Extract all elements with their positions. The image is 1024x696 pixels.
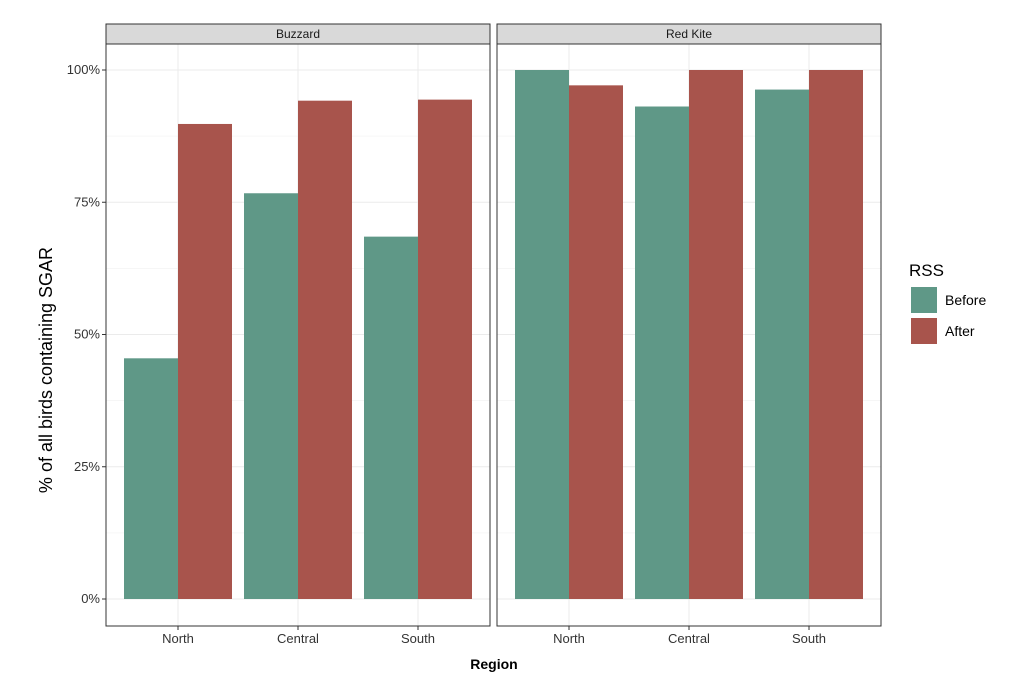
y-tick-label: 75% [74, 194, 100, 209]
y-tick-label: 25% [74, 459, 100, 474]
bar-before-south [364, 236, 418, 599]
facet-strip [105, 23, 491, 45]
x-axis-title: Region [470, 656, 517, 672]
facet-strip [496, 23, 882, 45]
legend: RSS Before After [909, 261, 986, 344]
bar-after-south [809, 70, 863, 599]
bar-before-central [244, 193, 298, 599]
bar-after-south [418, 99, 472, 600]
bar-after-north [569, 85, 623, 599]
x-tick-label: North [162, 631, 194, 646]
legend-swatch-after [911, 318, 937, 344]
x-tick-label: South [792, 631, 826, 646]
legend-swatch-before [911, 287, 937, 313]
legend-title: RSS [909, 261, 944, 280]
facet-panel-1: North Central South Red Kite [496, 23, 882, 646]
facet-strip-label: Red Kite [666, 27, 712, 41]
y-tick-label: 100% [67, 62, 101, 77]
bar-after-central [298, 100, 352, 599]
bar-before-south [755, 89, 809, 599]
bar-after-central [689, 70, 743, 599]
facet-panel-0: North Central South Buzzard [105, 23, 491, 646]
x-tick-label: North [553, 631, 585, 646]
y-tick-label: 50% [74, 327, 100, 342]
legend-label-before: Before [945, 292, 986, 308]
y-tick-label: 0% [81, 591, 100, 606]
bar-before-north [515, 70, 569, 599]
bar-after-north [178, 123, 232, 599]
bar-before-north [124, 358, 178, 599]
legend-label-after: After [945, 323, 975, 339]
x-tick-label: Central [668, 631, 710, 646]
x-tick-label: South [401, 631, 435, 646]
bar-before-central [635, 106, 689, 599]
y-axis-title: % of all birds containing SGAR [36, 247, 56, 493]
y-axis: 0% 25% 50% 75% 100% [67, 62, 106, 606]
facet-strip-label: Buzzard [276, 27, 320, 41]
x-tick-label: Central [277, 631, 319, 646]
panels-layer: North Central South Buzzard North Central Sout… [105, 23, 882, 646]
